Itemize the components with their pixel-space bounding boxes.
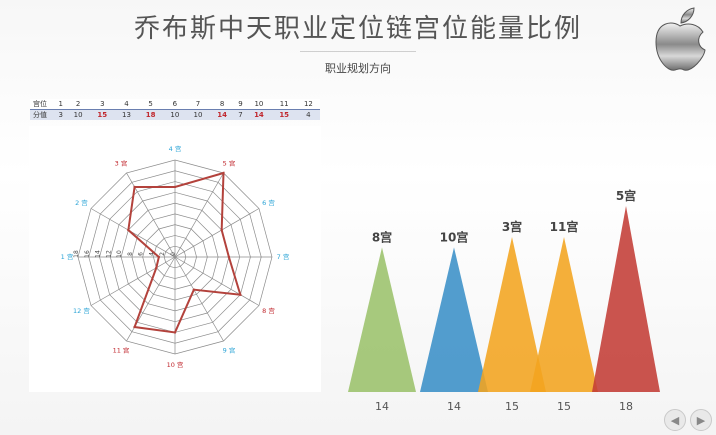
score-cell: 10 (163, 109, 187, 120)
radar-data-point (173, 185, 177, 189)
score-row: 分值 3 10 15 13 18 10 10 14 7 14 15 4 (30, 109, 320, 120)
radar-axis-label: 1 宫 (61, 252, 74, 261)
arrow-left-icon[interactable]: ◀ (664, 409, 686, 431)
radar-spoke (90, 256, 176, 306)
radar-spoke (174, 172, 224, 258)
triangle-category-label: 5宫 (616, 188, 636, 203)
score-cell: 14 (246, 109, 272, 120)
radar-axis-label: 10 宫 (167, 360, 184, 369)
page-subtitle: 职业规划方向 (325, 62, 391, 75)
palace-cell: 9 (234, 99, 247, 110)
triangle-category-label: 3宫 (502, 219, 522, 234)
palace-cell: 3 (89, 99, 115, 110)
score-cell: 7 (234, 109, 247, 120)
palace-cell: 5 (138, 99, 164, 110)
page-title: 乔布斯中天职业定位链宫位能量比例 (133, 14, 582, 44)
radar-spoke (126, 172, 176, 258)
radar-tick-label: 10 (116, 250, 123, 258)
triangle-category-label: 10宫 (440, 229, 469, 244)
radar-tick-label: 14 (95, 250, 102, 258)
score-cell: 13 (114, 109, 139, 120)
radar-tick-label: 0 (170, 252, 177, 256)
radar-chart-panel: 0 2 4 6 8 10 12 14 16 18 1 宫 2 宫 3 宫 4 宫 5 宫 6 宫 7 宫 8 宫 9… (29, 126, 321, 392)
radar-spoke (90, 208, 176, 258)
radar-spoke (174, 208, 260, 258)
score-cell: 3 (55, 109, 67, 120)
palace-row-label: 宫位 (30, 99, 55, 110)
radar-axis-label: 7 宫 (277, 252, 290, 261)
palace-cell: 6 (163, 99, 187, 110)
radar-tick-label: 12 (105, 250, 112, 258)
radar-tick-label: 2 (159, 252, 166, 256)
palace-cell: 12 (296, 99, 320, 110)
radar-data-point (155, 266, 158, 269)
triangle-value-label: 18 (619, 400, 633, 413)
apple-logo-icon (655, 7, 706, 71)
score-cell: 15 (271, 109, 297, 120)
radar-tick-label: 6 (138, 252, 145, 256)
triangle-bar (478, 237, 546, 392)
score-cell: 4 (296, 109, 320, 120)
score-cell: 18 (138, 109, 164, 120)
radar-data-point (227, 255, 231, 259)
radar-axis-label: 8 宫 (262, 306, 275, 315)
triangle-bar (530, 237, 598, 392)
radar-axis-label: 11 宫 (113, 346, 130, 355)
palace-cell: 10 (246, 99, 272, 110)
triangle-category-label: 8宫 (372, 229, 392, 244)
triangle-category-label: 11宫 (550, 219, 579, 234)
radar-data-point (127, 228, 130, 232)
score-cell: 10 (186, 109, 210, 120)
triangle-chart: 8宫 14 10宫 14 3宫 15 11宫 15 5宫 18 (348, 188, 660, 413)
triangle-value-label: 14 (447, 400, 461, 413)
triangle-value-label: 14 (375, 400, 389, 413)
palace-row: 宫位 1 2 3 4 5 6 7 8 9 10 11 12 (30, 99, 320, 110)
palace-cell: 7 (186, 99, 210, 110)
radar-spoke (174, 256, 224, 342)
radar-axis-label: 3 宫 (115, 158, 128, 167)
score-cell: 15 (89, 109, 115, 120)
radar-axis-label: 9 宫 (223, 346, 236, 355)
radar-data-point (220, 228, 223, 232)
radar-spoke (174, 256, 260, 306)
palace-cell: 11 (271, 99, 297, 110)
score-row-label: 分值 (30, 109, 55, 120)
radar-axis-label: 4 宫 (169, 144, 182, 153)
radar-data-point (133, 325, 136, 329)
radar-tick-label: 18 (73, 250, 80, 258)
palace-cell: 4 (114, 99, 139, 110)
triangle-value-label: 15 (557, 400, 571, 413)
palace-cell: 1 (55, 99, 67, 110)
title-divider (300, 51, 416, 52)
radar-axis-label: 5 宫 (223, 158, 236, 167)
radar-data-point (173, 331, 177, 334)
triangle-bar (348, 247, 416, 392)
palace-score-table: 宫位 1 2 3 4 5 6 7 8 9 10 11 12 分值 3 10 15 13 18 10 10 14 7 14… (30, 99, 320, 120)
arrow-right-icon[interactable]: ▶ (690, 409, 712, 431)
triangle-bar (592, 206, 660, 392)
radar-tick-label: 8 (127, 252, 134, 256)
triangle-bar (420, 247, 488, 392)
palace-cell: 2 (66, 99, 90, 110)
radar-tick-label: 16 (84, 250, 91, 258)
radar-axis-label: 12 宫 (73, 306, 90, 315)
radar-tick-label: 4 (148, 252, 155, 256)
score-cell: 10 (66, 109, 90, 120)
radar-data-point (192, 288, 196, 291)
radar-axis-label: 6 宫 (262, 198, 275, 207)
score-cell: 14 (209, 109, 235, 120)
triangle-value-label: 15 (505, 400, 519, 413)
radar-axis-label: 2 宫 (75, 198, 88, 207)
radar-data-point (133, 185, 136, 189)
radar-data-point (157, 255, 161, 259)
radar-data-point (239, 293, 242, 296)
palace-cell: 8 (209, 99, 235, 110)
radar-data-point (222, 171, 225, 175)
